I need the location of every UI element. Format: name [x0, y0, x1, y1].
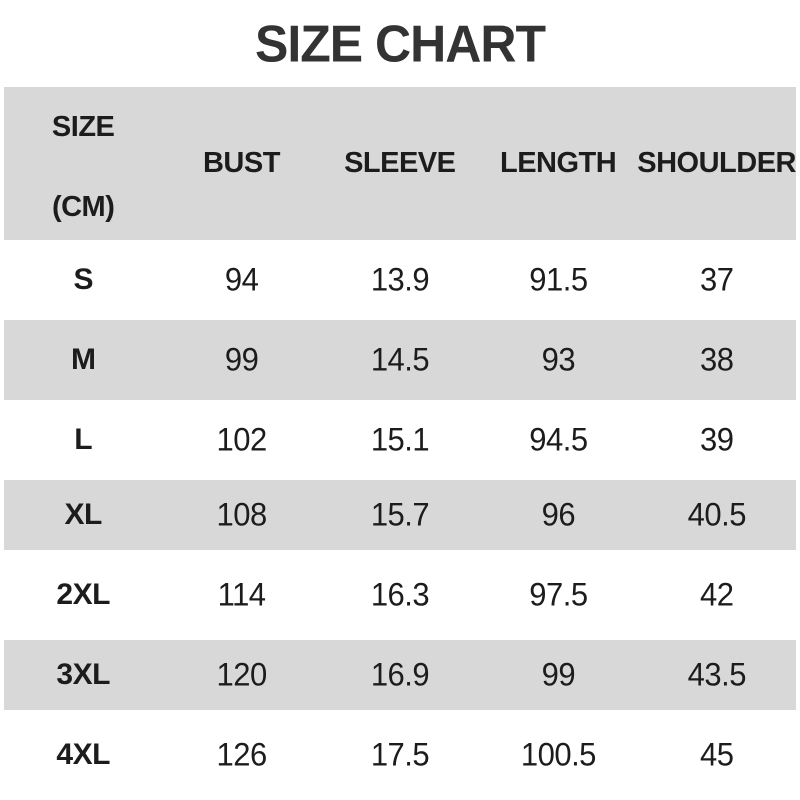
- shoulder-value: 45: [700, 736, 734, 773]
- size-chart-table: SIZE (CM) BUST SLEEVE LENGTH SHOULDER S …: [0, 87, 800, 800]
- table-row: 3XL 120 16.9 99 43.5: [4, 640, 796, 710]
- length-value: 94.5: [529, 421, 588, 458]
- sleeve-value: 15.1: [370, 421, 430, 458]
- size-value: 3XL: [56, 658, 110, 691]
- sleeve-value: 15.7: [370, 496, 430, 533]
- length-value: 93: [541, 341, 576, 378]
- table-header-row: SIZE (CM) BUST SLEEVE LENGTH SHOULDER: [4, 87, 796, 240]
- shoulder-value: 42: [700, 576, 734, 613]
- bust-value: 108: [216, 496, 267, 533]
- column-header-shoulder: SHOULDER: [637, 147, 796, 179]
- sleeve-value: 17.5: [370, 736, 430, 773]
- length-value: 97.5: [529, 576, 588, 613]
- size-value: XL: [64, 498, 103, 531]
- length-value: 96: [541, 496, 576, 533]
- column-header-bust: BUST: [202, 147, 280, 179]
- size-value: S: [73, 263, 93, 296]
- shoulder-value: 40.5: [687, 496, 747, 533]
- size-value: M: [70, 343, 96, 376]
- table-row: S 94 13.9 91.5 37: [4, 240, 796, 320]
- table-body: S 94 13.9 91.5 37 M 99 14.5 93 38 L 102 …: [4, 240, 796, 800]
- table-row: L 102 15.1 94.5 39: [4, 400, 796, 480]
- size-value: 2XL: [56, 578, 110, 611]
- bust-value: 126: [216, 736, 267, 773]
- length-value: 100.5: [520, 736, 597, 773]
- bust-value: 94: [224, 261, 259, 298]
- shoulder-value: 38: [700, 341, 734, 378]
- sleeve-value: 14.5: [370, 341, 430, 378]
- bust-value: 99: [224, 341, 259, 378]
- size-header-label: SIZE: [51, 111, 115, 143]
- table-row: 4XL 126 17.5 100.5 45: [4, 710, 796, 800]
- table-row: M 99 14.5 93 38: [4, 320, 796, 400]
- size-value: L: [74, 423, 93, 456]
- length-value: 91.5: [529, 261, 588, 298]
- column-header-sleeve: SLEEVE: [344, 147, 456, 179]
- shoulder-value: 39: [700, 421, 734, 458]
- bust-value: 114: [217, 576, 266, 613]
- table-row: XL 108 15.7 96 40.5: [4, 480, 796, 550]
- table-row: 2XL 114 16.3 97.5 42: [4, 550, 796, 640]
- column-header-length: LENGTH: [499, 147, 617, 179]
- bust-value: 102: [216, 421, 267, 458]
- shoulder-value: 43.5: [687, 656, 747, 693]
- size-value: 4XL: [56, 738, 110, 771]
- shoulder-value: 37: [700, 261, 734, 298]
- sleeve-value: 13.9: [370, 261, 430, 298]
- length-value: 99: [541, 656, 576, 693]
- column-header-size: SIZE (CM): [4, 87, 162, 240]
- size-header-unit: (CM): [51, 191, 115, 223]
- bust-value: 120: [216, 656, 267, 693]
- page-title: SIZE CHART: [255, 14, 546, 73]
- sleeve-value: 16.3: [370, 576, 430, 613]
- sleeve-value: 16.9: [370, 656, 430, 693]
- title-band: SIZE CHART: [0, 0, 800, 87]
